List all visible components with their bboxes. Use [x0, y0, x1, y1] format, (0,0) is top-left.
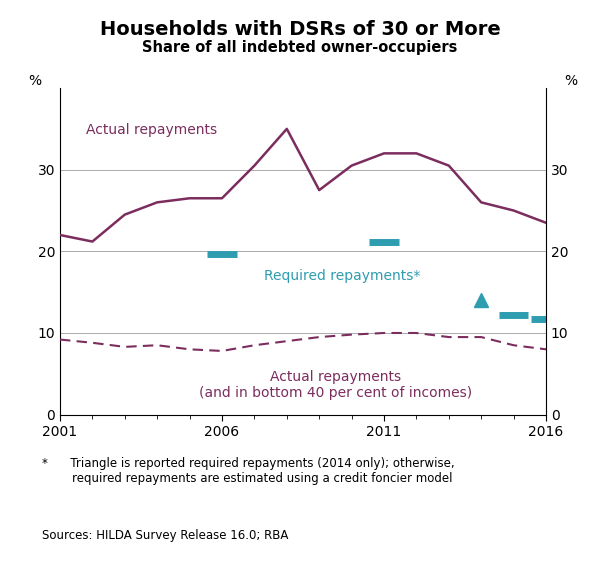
- Text: Required repayments*: Required repayments*: [264, 269, 421, 283]
- Text: Sources: HILDA Survey Release 16.0; RBA: Sources: HILDA Survey Release 16.0; RBA: [42, 529, 289, 542]
- Text: Share of all indebted owner-occupiers: Share of all indebted owner-occupiers: [142, 40, 458, 55]
- Text: %: %: [28, 74, 41, 88]
- Text: %: %: [565, 74, 578, 88]
- Text: Households with DSRs of 30 or More: Households with DSRs of 30 or More: [100, 20, 500, 39]
- Text: Actual repayments
(and in bottom 40 per cent of incomes): Actual repayments (and in bottom 40 per …: [199, 370, 472, 400]
- Text: *      Triangle is reported required repayments (2014 only); otherwise,
        : * Triangle is reported required repaymen…: [42, 457, 455, 485]
- Text: Actual repayments: Actual repayments: [86, 123, 217, 137]
